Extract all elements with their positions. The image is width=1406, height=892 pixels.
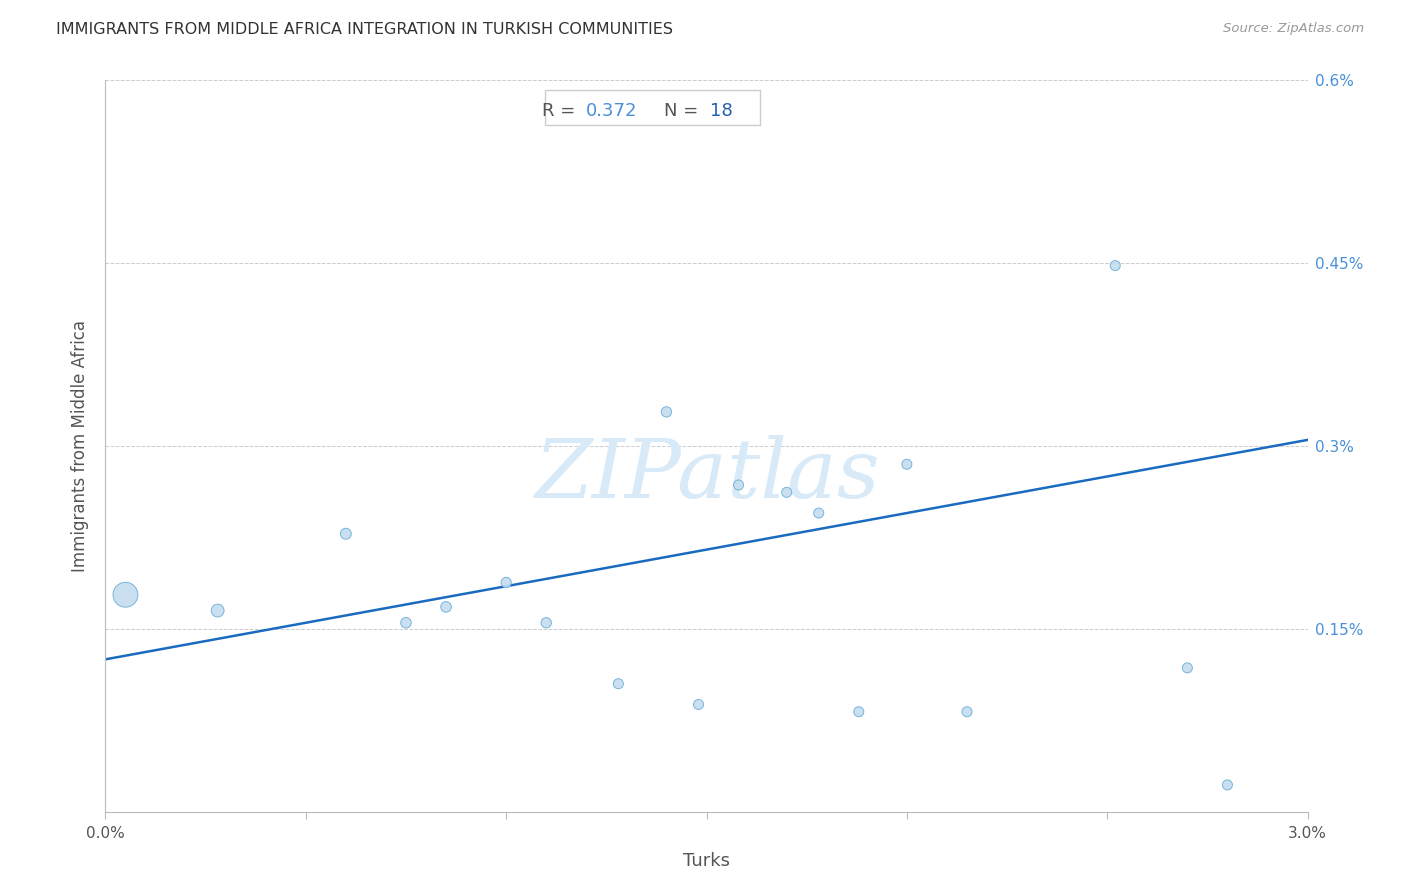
Point [956,705,979,719]
Point [534,615,557,630]
X-axis label: Turks: Turks [683,852,730,870]
Text: R =  0.372    N =  18: R = 0.372 N = 18 [553,99,752,117]
Text: 0.372: 0.372 [586,103,638,120]
Y-axis label: Immigrants from Middle Africa: Immigrants from Middle Africa [72,320,90,572]
Text: Source: ZipAtlas.com: Source: ZipAtlas.com [1223,22,1364,36]
Text: 18: 18 [710,103,733,120]
Point [896,458,918,472]
Text: ZIPatlas: ZIPatlas [534,435,879,516]
Point [395,615,418,630]
Point [1264,63,1286,78]
Point [1175,661,1198,675]
Text: IMMIGRANTS FROM MIDDLE AFRICA INTEGRATION IN TURKISH COMMUNITIES: IMMIGRANTS FROM MIDDLE AFRICA INTEGRATIO… [56,22,673,37]
Point [434,599,457,614]
Point [848,705,870,719]
Text: R =: R = [541,103,581,120]
Point [776,485,799,500]
Point [114,588,136,602]
Point [207,603,229,617]
Point [688,698,710,712]
Point [655,405,678,419]
Point [607,676,630,690]
Point [495,575,517,590]
Point [1104,259,1126,273]
Point [727,478,749,492]
Point [335,526,357,541]
Point [1216,778,1239,792]
Text: N =: N = [665,103,704,120]
Point [807,506,830,520]
